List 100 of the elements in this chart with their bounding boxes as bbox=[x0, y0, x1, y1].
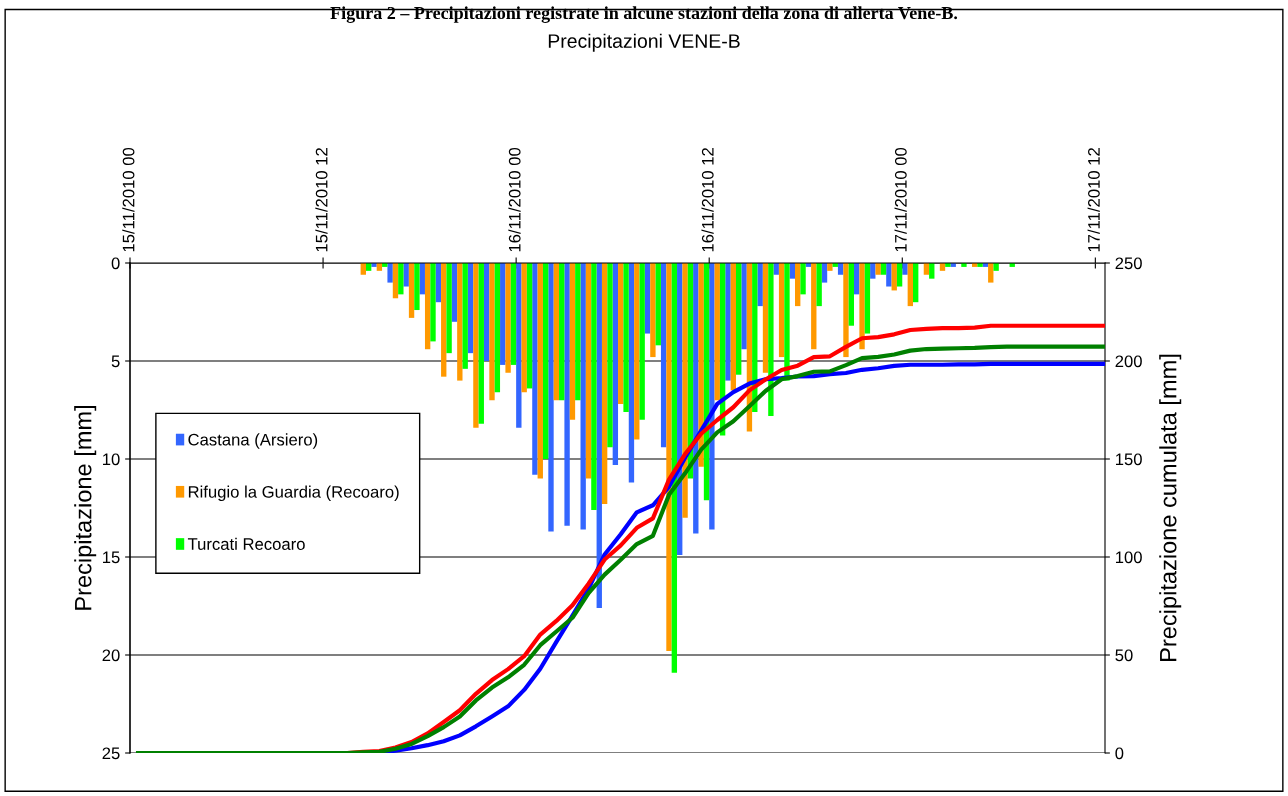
bar bbox=[913, 263, 919, 303]
bar bbox=[886, 263, 892, 287]
bar bbox=[827, 263, 833, 271]
bar bbox=[569, 263, 576, 420]
bar bbox=[494, 263, 501, 393]
bar bbox=[618, 263, 624, 405]
x-tick-label: 15/11/2010 12 bbox=[315, 148, 328, 252]
bar bbox=[462, 263, 468, 369]
bar bbox=[403, 263, 409, 287]
bar bbox=[666, 263, 672, 652]
bar bbox=[843, 263, 849, 358]
y-tick-label: 0 bbox=[111, 257, 120, 270]
y-tick-label: 5 bbox=[111, 355, 120, 368]
bar bbox=[736, 263, 742, 375]
bar bbox=[902, 263, 908, 275]
bar bbox=[553, 263, 560, 401]
bar bbox=[607, 263, 613, 448]
bar bbox=[650, 263, 656, 358]
bar bbox=[521, 263, 527, 393]
legend-label: Castana (Arsiero) bbox=[188, 433, 318, 449]
bar bbox=[848, 263, 855, 326]
bar bbox=[757, 263, 763, 307]
line-series bbox=[135, 344, 1105, 753]
y2-tick-label: 100 bbox=[1115, 551, 1142, 564]
bar bbox=[537, 263, 543, 479]
bar bbox=[655, 263, 661, 346]
bar bbox=[580, 263, 586, 530]
bar bbox=[424, 263, 431, 350]
bar bbox=[542, 263, 549, 459]
bar bbox=[414, 263, 420, 311]
bar bbox=[811, 263, 817, 350]
legend-label: Turcati Recoaro bbox=[187, 537, 305, 550]
bar bbox=[816, 263, 822, 307]
y2-tick-label: 250 bbox=[1115, 257, 1142, 270]
bar bbox=[548, 263, 554, 532]
bar bbox=[483, 263, 490, 361]
bar bbox=[778, 263, 785, 358]
bar bbox=[795, 263, 801, 307]
y2-tick-label: 0 bbox=[1115, 747, 1124, 760]
bar bbox=[446, 263, 452, 354]
bar bbox=[993, 263, 999, 271]
y2-axis-title: Precipitazione cumulata [mm] bbox=[1159, 354, 1182, 661]
bar bbox=[800, 263, 806, 295]
bar bbox=[457, 263, 463, 381]
bar bbox=[714, 263, 720, 401]
y-tick-label: 10 bbox=[103, 453, 120, 466]
bar bbox=[392, 263, 399, 299]
bar bbox=[451, 263, 458, 322]
bar bbox=[634, 263, 640, 440]
bar bbox=[660, 263, 667, 448]
x-tick-label: 17/11/2010 12 bbox=[1087, 148, 1100, 252]
bar bbox=[601, 263, 608, 505]
bar bbox=[478, 263, 484, 424]
bar bbox=[698, 263, 704, 467]
bar bbox=[988, 263, 994, 283]
bar bbox=[489, 263, 495, 401]
y2-tick-label: 200 bbox=[1115, 355, 1142, 368]
bar bbox=[510, 263, 517, 365]
bar bbox=[441, 263, 447, 377]
chart-title: Precipitazioni VENE-B bbox=[548, 33, 740, 52]
bar bbox=[741, 263, 747, 350]
bar bbox=[526, 263, 533, 389]
y2-tick-label: 50 bbox=[1115, 649, 1133, 662]
bar bbox=[500, 263, 506, 365]
bar bbox=[639, 263, 645, 420]
y-tick-label: 25 bbox=[102, 747, 120, 760]
bar bbox=[387, 263, 393, 283]
bar bbox=[564, 263, 570, 526]
bar bbox=[644, 263, 651, 334]
bar bbox=[467, 263, 474, 354]
y2-tick-label: 150 bbox=[1115, 453, 1142, 466]
legend-label: Rifugio la Guardia (Recoaro) bbox=[188, 485, 399, 502]
bar bbox=[628, 263, 635, 483]
bar bbox=[575, 263, 581, 401]
bar bbox=[516, 263, 522, 428]
x-tick-label: 16/11/2010 00 bbox=[508, 147, 521, 252]
bar bbox=[864, 263, 871, 334]
bar bbox=[682, 263, 688, 518]
bar bbox=[473, 263, 479, 428]
bar bbox=[430, 263, 436, 342]
bar bbox=[585, 263, 592, 479]
bar bbox=[730, 263, 737, 391]
bar bbox=[591, 263, 597, 510]
bar bbox=[505, 263, 511, 373]
bar bbox=[896, 263, 903, 287]
bar bbox=[408, 263, 415, 318]
bar bbox=[907, 263, 913, 307]
bar bbox=[435, 263, 442, 303]
y-tick-label: 20 bbox=[102, 649, 120, 662]
bar bbox=[623, 263, 629, 412]
bar bbox=[859, 263, 865, 350]
bar bbox=[612, 263, 619, 465]
bar bbox=[725, 263, 731, 381]
bar bbox=[398, 263, 404, 295]
x-tick-label: 17/11/2010 00 bbox=[894, 147, 907, 252]
bar bbox=[709, 263, 715, 530]
bar bbox=[784, 263, 790, 381]
bar bbox=[768, 263, 774, 416]
y-axis-title: Precipitazione [mm] bbox=[74, 406, 97, 610]
y-tick-label: 15 bbox=[103, 551, 120, 564]
